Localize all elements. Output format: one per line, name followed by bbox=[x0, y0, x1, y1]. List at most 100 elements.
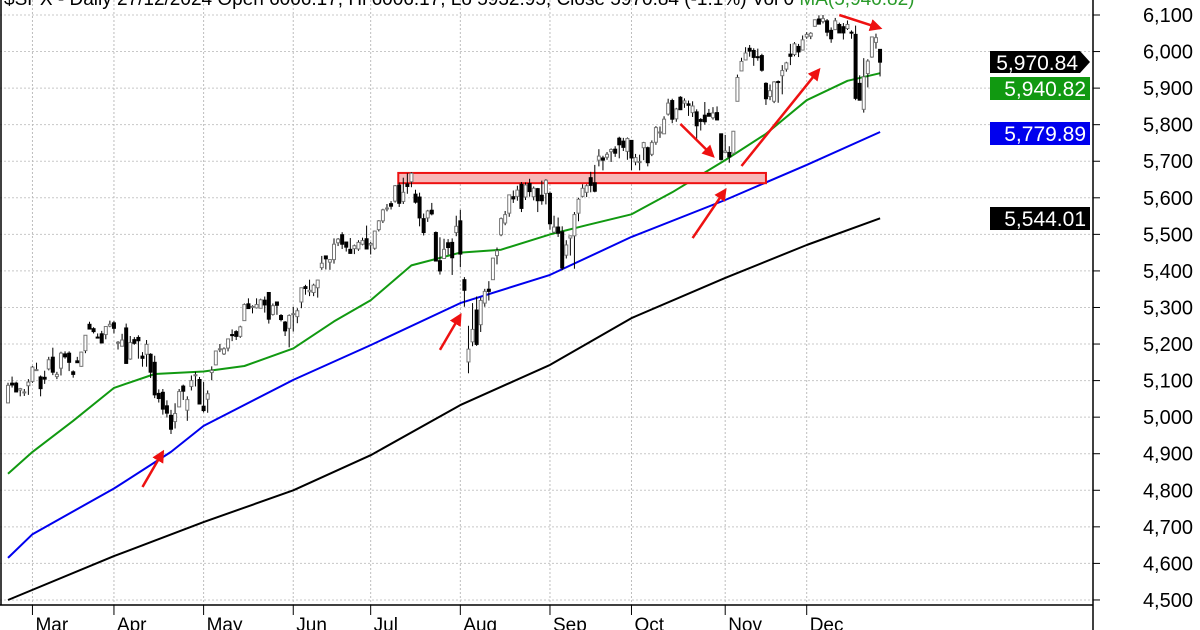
candle-body bbox=[205, 393, 210, 400]
candle-body bbox=[421, 218, 426, 234]
candle-body bbox=[784, 62, 789, 70]
y-tick-label: 5,100 bbox=[1143, 371, 1193, 393]
header-ma-value: MA(5,940.82) bbox=[799, 0, 914, 10]
ma-short-value-label-text: 5,940.82 bbox=[1004, 78, 1086, 101]
candle bbox=[173, 403, 178, 429]
candle-body bbox=[568, 235, 573, 239]
candle bbox=[348, 238, 353, 254]
candle bbox=[433, 231, 438, 262]
candle-body bbox=[731, 130, 736, 154]
candle bbox=[658, 126, 662, 138]
candle bbox=[67, 351, 72, 372]
candle-body bbox=[629, 139, 634, 159]
candle bbox=[486, 281, 491, 301]
candle bbox=[148, 353, 153, 379]
candle-body bbox=[327, 259, 332, 263]
candle-body bbox=[539, 194, 544, 202]
candle-body bbox=[821, 18, 825, 23]
candle bbox=[495, 247, 499, 265]
candle bbox=[128, 335, 133, 360]
candle bbox=[405, 173, 410, 194]
candle-body bbox=[690, 105, 695, 114]
candle-body bbox=[242, 304, 247, 322]
candle-body bbox=[189, 380, 194, 387]
candle bbox=[580, 184, 585, 198]
candle bbox=[772, 81, 777, 104]
candle-body bbox=[83, 334, 88, 352]
candle-body bbox=[662, 118, 667, 135]
candle-body bbox=[674, 108, 679, 120]
x-tick-label: Jul bbox=[374, 615, 398, 630]
candle-body bbox=[14, 382, 19, 393]
candle-body bbox=[849, 31, 854, 34]
candle-body bbox=[364, 238, 369, 250]
candle-body bbox=[686, 103, 691, 106]
candle-body bbox=[144, 343, 149, 355]
candle bbox=[336, 238, 341, 247]
candle-body bbox=[160, 391, 165, 410]
last-price-label-text: 5,970.84 bbox=[996, 52, 1078, 75]
candle-body bbox=[197, 379, 202, 405]
candle bbox=[478, 297, 483, 332]
candle-body bbox=[527, 183, 532, 193]
candle bbox=[621, 137, 626, 152]
y-tick-label: 4,500 bbox=[1143, 590, 1193, 612]
candle bbox=[462, 277, 467, 307]
candle bbox=[384, 204, 389, 212]
candle bbox=[397, 182, 402, 207]
candle bbox=[792, 42, 797, 57]
candle-body bbox=[507, 194, 512, 214]
candle-body bbox=[547, 192, 552, 225]
candle bbox=[523, 182, 528, 200]
candle bbox=[499, 217, 504, 237]
candle-body bbox=[50, 356, 55, 373]
candle bbox=[132, 337, 137, 345]
candle bbox=[352, 244, 357, 255]
candle-body bbox=[495, 250, 499, 257]
candle bbox=[87, 321, 92, 330]
candle bbox=[588, 171, 593, 193]
candle-body bbox=[299, 287, 304, 303]
ma-long-value-label-text: 5,544.01 bbox=[1004, 208, 1086, 231]
candle-body bbox=[71, 371, 76, 375]
candle bbox=[694, 109, 699, 139]
annotation-arrow bbox=[691, 188, 727, 239]
candle bbox=[617, 136, 622, 159]
candle-body bbox=[352, 245, 357, 250]
candle-body bbox=[543, 179, 548, 194]
candle-body bbox=[279, 315, 284, 321]
candle bbox=[719, 133, 724, 161]
candle-body bbox=[303, 286, 308, 289]
x-tick-label: Dec bbox=[810, 615, 844, 630]
candle-body bbox=[780, 70, 785, 77]
candle-body bbox=[111, 322, 116, 329]
candle bbox=[519, 182, 524, 213]
candle bbox=[144, 340, 149, 367]
candle bbox=[613, 146, 618, 157]
candle-body bbox=[67, 352, 72, 363]
candle-body bbox=[658, 131, 662, 134]
candle bbox=[690, 101, 695, 118]
candle bbox=[209, 366, 214, 381]
candle-body bbox=[63, 353, 68, 358]
candle bbox=[124, 323, 129, 364]
candle bbox=[662, 116, 667, 135]
candle bbox=[283, 321, 288, 336]
candle bbox=[800, 35, 805, 51]
y-tick-label: 4,700 bbox=[1143, 517, 1193, 539]
candle-body bbox=[34, 369, 39, 372]
candle-body bbox=[482, 290, 487, 304]
candle bbox=[739, 57, 744, 72]
candle bbox=[250, 305, 255, 314]
candle bbox=[556, 217, 561, 237]
candle-body bbox=[454, 225, 459, 234]
candle-body bbox=[417, 196, 422, 219]
ma-long-value-label-bg bbox=[990, 207, 1090, 230]
candle bbox=[735, 74, 740, 102]
candle bbox=[181, 384, 186, 400]
ma-long-value-label: 5,544.01 bbox=[990, 207, 1090, 231]
candle bbox=[865, 59, 870, 88]
candle-body bbox=[719, 133, 724, 160]
candle-body bbox=[413, 193, 418, 203]
candle-body bbox=[87, 323, 92, 330]
